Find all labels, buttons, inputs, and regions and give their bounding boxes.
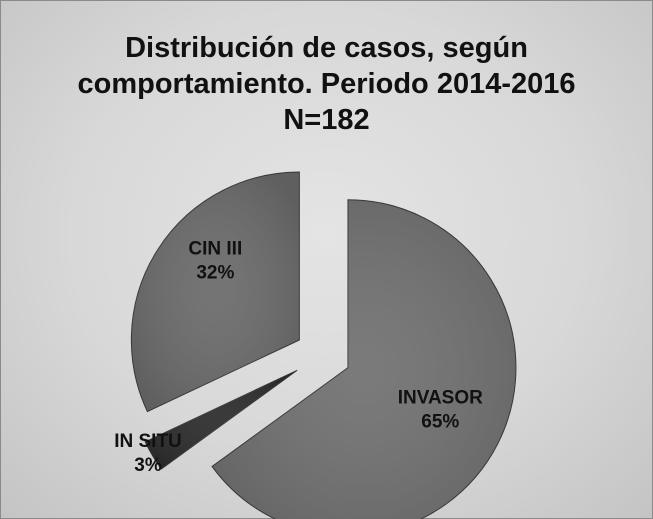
slice-label-cin-iii-percent: 32% — [196, 262, 234, 283]
chart-title-line-3: N=182 — [283, 104, 370, 136]
pie-slice-invasor-shade — [212, 199, 516, 519]
chart-title-line-1: Distribución de casos, según — [125, 32, 528, 64]
slice-label-in-situ-name: IN SITU — [114, 431, 182, 452]
slice-label-in-situ: IN SITU 3% — [114, 431, 182, 476]
slice-label-in-situ-percent: 3% — [134, 455, 162, 476]
slice-label-invasor-percent: 65% — [421, 412, 459, 433]
pie-slice-cin-iii-shade — [131, 171, 300, 412]
slice-label-invasor: INVASOR 65% — [398, 388, 483, 433]
slice-label-cin-iii: CIN III 32% — [188, 238, 242, 283]
pie-slice-in-situ-shade — [145, 370, 298, 470]
slice-label-cin-iii-name: CIN III — [188, 238, 242, 259]
chart-title-line-2: comportamiento. Periodo 2014-2016 — [77, 68, 576, 100]
slice-label-invasor-name: INVASOR — [398, 388, 483, 409]
chart-title: Distribución de casos, según comportamie… — [0, 30, 653, 138]
